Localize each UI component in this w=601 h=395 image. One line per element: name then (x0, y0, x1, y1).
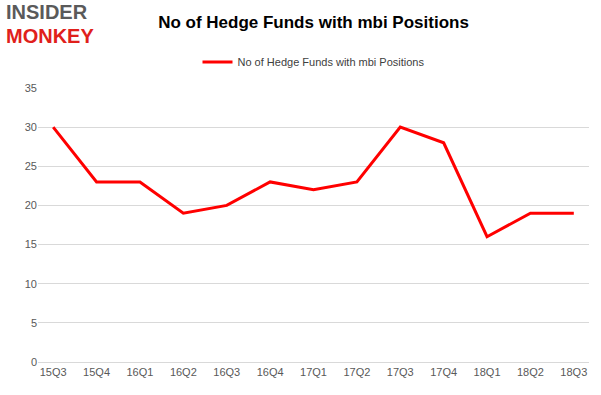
svg-text:20: 20 (25, 199, 37, 211)
svg-text:15: 15 (25, 238, 37, 250)
svg-text:18Q3: 18Q3 (560, 366, 587, 378)
svg-text:16Q4: 16Q4 (257, 366, 284, 378)
svg-text:17Q2: 17Q2 (343, 366, 370, 378)
svg-text:35: 35 (25, 82, 37, 94)
svg-text:10: 10 (25, 278, 37, 290)
svg-text:5: 5 (31, 317, 37, 329)
svg-text:0: 0 (31, 356, 37, 368)
svg-text:17Q1: 17Q1 (300, 366, 327, 378)
svg-text:No of Hedge Funds with mbi Pos: No of Hedge Funds with mbi Positions (238, 56, 425, 68)
svg-text:15Q3: 15Q3 (40, 366, 67, 378)
svg-text:16Q3: 16Q3 (213, 366, 240, 378)
svg-text:16Q1: 16Q1 (126, 366, 153, 378)
svg-text:18Q2: 18Q2 (517, 366, 544, 378)
svg-text:16Q2: 16Q2 (170, 366, 197, 378)
svg-text:18Q1: 18Q1 (474, 366, 501, 378)
svg-text:25: 25 (25, 160, 37, 172)
svg-text:17Q3: 17Q3 (387, 366, 414, 378)
svg-text:No of Hedge Funds with mbi Pos: No of Hedge Funds with mbi Positions (158, 13, 469, 32)
svg-text:INSIDER: INSIDER (6, 1, 88, 23)
svg-text:15Q4: 15Q4 (83, 366, 110, 378)
svg-text:MONKEY: MONKEY (6, 25, 94, 47)
svg-text:30: 30 (25, 121, 37, 133)
svg-text:17Q4: 17Q4 (430, 366, 457, 378)
